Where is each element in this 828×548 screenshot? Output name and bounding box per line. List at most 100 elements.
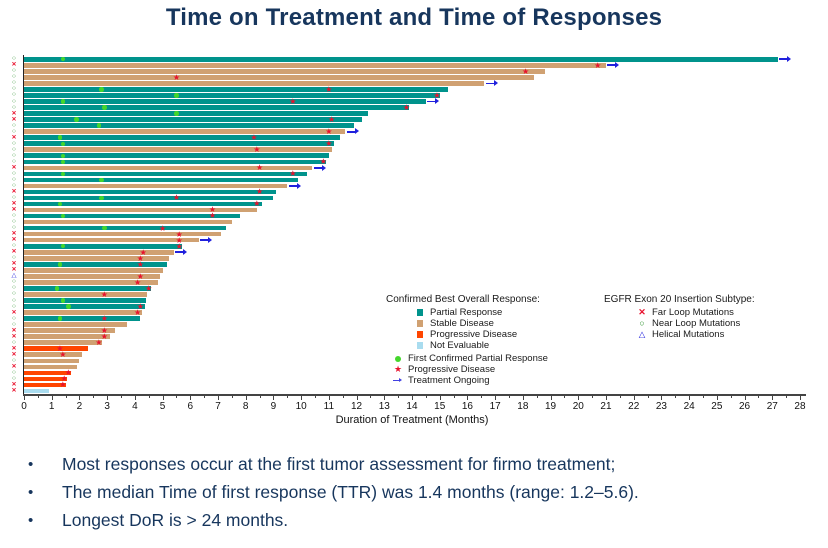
treatment-bar-sd: [24, 268, 163, 273]
egfr-subtype-marker-near: ○: [12, 374, 16, 382]
x-axis-major-tick: [162, 395, 164, 400]
x-axis-minor-tick: [65, 395, 67, 398]
x-axis-major-tick: [689, 395, 691, 400]
x-axis-tick-label: 16: [461, 401, 473, 412]
treatment-bar-pr: [24, 225, 227, 231]
x-axis-tick-label: 19: [545, 401, 557, 412]
treatment-ongoing-arrow: [427, 100, 436, 103]
helical-mutation-icon: △: [638, 329, 646, 339]
x-axis-tick-label: 28: [794, 401, 806, 412]
progressive-disease-star: ★: [402, 102, 411, 112]
egfr-subtype-marker-far: ✕: [11, 116, 17, 123]
treatment-bar-pd: [24, 382, 66, 388]
egfr-subtype-marker-near: ○: [12, 290, 16, 298]
x-axis-tick-label: 22: [628, 401, 640, 412]
x-axis-tick-label: 25: [711, 401, 723, 412]
progressive-disease-star: ★: [136, 271, 144, 281]
progressive-disease-star: ★: [60, 374, 68, 384]
page-title: Time on Treatment and Time of Responses: [165, 4, 663, 31]
x-axis-tick-label: 1: [48, 401, 55, 412]
legend-subtype-item-far: ✕ Far Loop Mutations: [636, 307, 755, 318]
bullet-dot: •: [28, 512, 34, 529]
first-confirmed-pr-dot: [102, 225, 107, 231]
bullet-line: • Most responses occur at the first tumor…: [0, 452, 828, 480]
legend-label: Not Evaluable: [430, 340, 490, 351]
progressive-disease-star: ★: [139, 247, 147, 257]
treatment-ongoing-arrowhead: [296, 182, 301, 189]
x-axis-major-tick: [716, 395, 718, 400]
x-axis-tick-label: 2: [76, 401, 83, 412]
treatment-bar-pr: [24, 111, 368, 116]
egfr-subtype-marker-near: ○: [12, 338, 16, 346]
first-confirmed-pr-dot: [66, 304, 71, 309]
first-confirmed-pr-dot: [60, 244, 65, 249]
x-axis-minor-tick: [314, 395, 316, 398]
first-confirmed-pr-dot: [60, 298, 65, 303]
x-axis-major-tick: [799, 395, 801, 400]
progressive-disease-star: ★: [325, 139, 333, 149]
progressive-disease-star: ★: [594, 60, 602, 70]
x-axis-major-tick: [439, 395, 441, 400]
x-axis-major-tick: [550, 395, 552, 400]
egfr-subtype-marker-near: ○: [12, 181, 16, 189]
treatment-bar-pr: [24, 243, 182, 249]
treatment-bar-sd: [24, 322, 127, 327]
x-axis-minor-tick: [231, 395, 233, 398]
first-confirmed-pr-dot: [174, 111, 179, 116]
x-axis-tick-label: 12: [351, 401, 363, 412]
bullet-text: The median Time of first response (TTR) …: [62, 482, 639, 502]
progressive-disease-star: ★: [100, 326, 108, 336]
x-axis-major-tick: [51, 395, 53, 400]
x-axis-line: [22, 394, 807, 396]
first-confirmed-pr-dot: [57, 135, 63, 140]
progressive-disease-star: ★: [253, 145, 261, 155]
x-axis-major-tick: [217, 395, 219, 400]
egfr-subtype-marker-far: ✕: [11, 261, 17, 268]
treatment-bar-pr: [24, 123, 354, 128]
progressive-disease-star: ★: [136, 301, 144, 311]
x-axis-major-tick: [467, 395, 469, 400]
x-axis-tick-label: 21: [600, 401, 612, 412]
progressive-disease-star: ★: [59, 350, 67, 360]
treatment-bar-pr: [24, 57, 778, 62]
progressive-disease-star: ★: [172, 193, 180, 203]
legend-response-item: Partial Response: [414, 307, 540, 318]
treatment-ongoing-arrow: [288, 185, 297, 187]
x-axis-minor-tick: [481, 395, 483, 398]
egfr-subtype-marker-near: ○: [12, 139, 16, 147]
x-axis-minor-tick: [453, 395, 455, 398]
treatment-bar-pr: [24, 141, 335, 146]
egfr-subtype-marker-near: ○: [12, 157, 16, 165]
egfr-subtype-marker-far: ✕: [11, 231, 17, 238]
treatment-bar-sd: [24, 280, 159, 285]
treatment-ongoing-arrowhead: [354, 128, 359, 135]
treatment-bar-pr: [24, 117, 363, 122]
treatment-bar-sd: [24, 63, 606, 68]
treatment-bar-sd: [24, 219, 232, 225]
first-confirmed-pr-dot: [102, 105, 107, 110]
treatment-ongoing-arrowhead: [493, 80, 498, 87]
ne-color-swatch: [414, 341, 426, 351]
egfr-subtype-marker-far: ✕: [11, 110, 17, 117]
x-axis-minor-tick: [93, 395, 95, 398]
treatment-bar-sd: [24, 237, 199, 243]
progressive-disease-star: ★: [136, 253, 144, 263]
x-axis-minor-tick: [730, 395, 732, 398]
legend-label: Treatment Ongoing: [408, 375, 490, 386]
progressive-disease-star: ★: [100, 289, 108, 299]
x-axis-major-tick: [245, 395, 247, 400]
egfr-subtype-marker-far: ✕: [11, 351, 17, 358]
x-axis-major-tick: [772, 395, 774, 400]
legend-response-item: Progressive Disease: [414, 329, 540, 340]
progressive-disease-star: ★: [100, 332, 108, 342]
egfr-subtype-marker-far: ✕: [11, 387, 17, 394]
progressive-disease-star: ★: [250, 133, 258, 143]
progressive-disease-star: ★: [319, 157, 327, 167]
treatment-ongoing-arrow: [346, 130, 355, 133]
treatment-bar-pr: [24, 298, 146, 303]
progressive-disease-star: ★: [64, 368, 72, 378]
treatment-bar-sd: [24, 255, 170, 261]
first-confirmed-pr-dot: [99, 177, 104, 183]
y-axis-line: [22, 55, 24, 394]
egfr-subtype-marker-far: ✕: [11, 363, 17, 370]
